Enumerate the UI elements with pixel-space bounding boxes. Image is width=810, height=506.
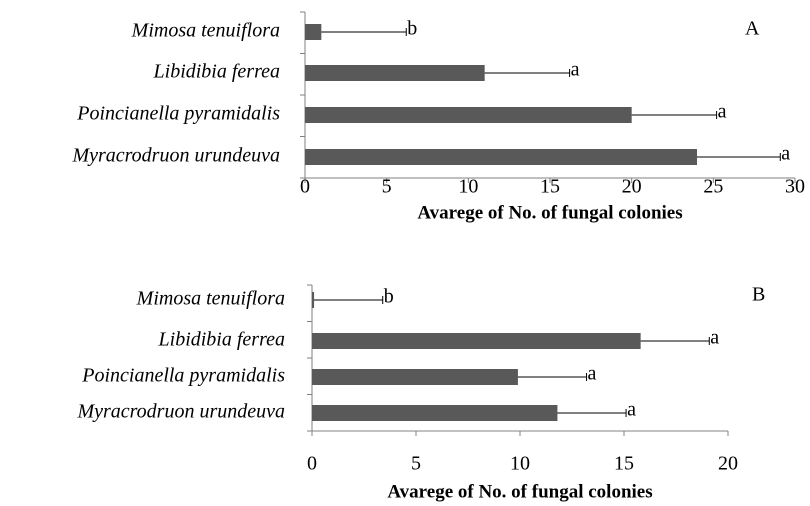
x-tick-label: 15 — [540, 176, 560, 198]
error-bar — [484, 69, 571, 77]
x-tick-label: 10 — [510, 453, 530, 475]
significance-letter: a — [718, 101, 727, 123]
significance-letter: a — [571, 59, 580, 81]
x-axis-label: Avarege of No. of fungal colonies — [417, 202, 682, 223]
category-label: Libidibia ferrea — [153, 61, 280, 83]
category-label: Myracrodruon urundeuva — [76, 401, 285, 423]
category-label: Poincianella pyramidalis — [76, 103, 280, 125]
category-label: Mimosa tenuiflora — [136, 288, 285, 310]
x-tick-label: 30 — [785, 176, 805, 198]
panel-label: A — [745, 18, 760, 40]
error-bar — [697, 153, 781, 161]
bar — [305, 24, 322, 40]
bar — [312, 292, 315, 308]
error-bar — [631, 111, 718, 119]
error-bar — [640, 337, 710, 345]
x-tick-label: 5 — [411, 453, 421, 475]
x-tick-label: 20 — [718, 453, 738, 475]
category-label: Poincianella pyramidalis — [81, 365, 285, 387]
x-tick-label: 5 — [382, 176, 392, 198]
significance-letter: a — [710, 327, 719, 349]
error-bar — [314, 296, 384, 304]
x-axis-label: Avarege of No. of fungal colonies — [387, 481, 652, 502]
significance-letter: b — [407, 18, 417, 40]
category-label: Mimosa tenuiflora — [131, 20, 280, 42]
bar — [312, 369, 518, 385]
x-tick-label: 0 — [300, 176, 310, 198]
bar — [305, 65, 485, 81]
significance-letter: b — [384, 286, 394, 308]
error-bar — [557, 409, 627, 417]
error-bar — [517, 373, 588, 381]
x-tick-label: 20 — [622, 176, 642, 198]
x-tick-label: 0 — [307, 453, 317, 475]
bar — [312, 405, 558, 421]
panel-label: B — [752, 284, 765, 306]
x-tick-label: 10 — [458, 176, 478, 198]
x-tick-label: 25 — [703, 176, 723, 198]
category-label: Libidibia ferrea — [158, 329, 285, 351]
significance-letter: a — [627, 399, 636, 421]
category-label: Myracrodruon urundeuva — [71, 145, 280, 167]
bar — [305, 149, 697, 165]
bar — [305, 107, 632, 123]
significance-letter: a — [588, 363, 597, 385]
error-bar — [321, 28, 407, 36]
bar — [312, 333, 641, 349]
significance-letter: a — [781, 143, 790, 165]
x-tick-label: 15 — [614, 453, 634, 475]
